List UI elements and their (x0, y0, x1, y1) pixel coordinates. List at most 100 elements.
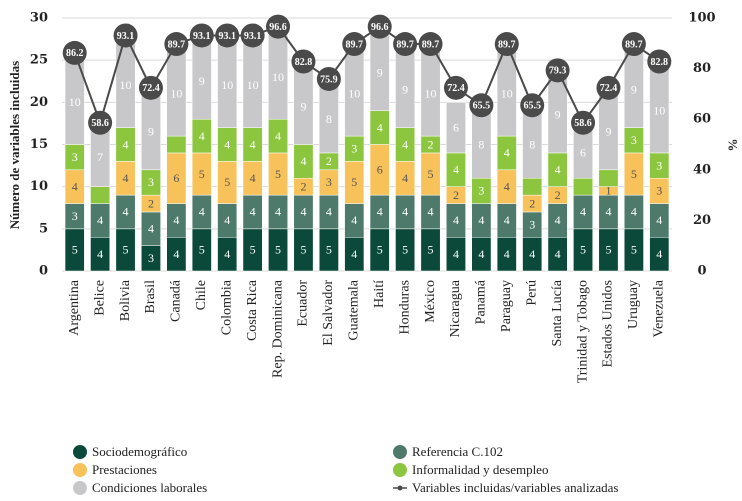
segment-label: 10 (272, 70, 284, 84)
line-point (189, 23, 214, 48)
y2-tick-label: 40 (693, 162, 711, 177)
segment-label: 10 (170, 87, 182, 101)
x-tick-label: Haití (372, 280, 387, 308)
segment-label: 4 (555, 163, 561, 177)
line-point (342, 32, 367, 57)
segment-label: 9 (555, 108, 561, 122)
segment-label: 4 (97, 213, 103, 227)
x-tick-label: El Salvador (321, 280, 336, 346)
segment-label: 4 (173, 213, 179, 227)
segment-label: 8 (529, 137, 535, 151)
segment-label: 4 (428, 205, 434, 219)
segment-label: 4 (402, 137, 408, 151)
segment-label: 4 (504, 146, 510, 160)
segment-label: 6 (173, 171, 179, 185)
point-label: 72.4 (600, 83, 618, 94)
point-label: 72.4 (447, 83, 465, 94)
segment-label: 5 (123, 243, 129, 257)
segment-label: 4 (123, 137, 129, 151)
y2-tick-label: 60 (693, 112, 711, 127)
point-label: 89.7 (625, 39, 643, 50)
segment-label: 7 (97, 150, 103, 164)
line-point (291, 49, 316, 74)
x-tick-label: Bolivia (118, 279, 133, 321)
x-tick-label: Trinidad y Tobago (575, 280, 590, 383)
segment-label: 6 (453, 120, 459, 134)
segment-label: 10 (247, 78, 259, 92)
segment-label: 4 (351, 213, 357, 227)
segment-label: 3 (478, 184, 484, 198)
point-label: 89.7 (396, 39, 414, 50)
legend-label: Informalidad y desempleo (412, 462, 548, 477)
segment-label: 4 (377, 205, 383, 219)
y2-tick-label: 100 (688, 11, 715, 26)
point-label: 96.6 (269, 22, 287, 33)
segment-label: 4 (351, 247, 357, 261)
point-label: 93.1 (117, 31, 135, 42)
segment-label: 5 (199, 243, 205, 257)
segment-label: 5 (199, 167, 205, 181)
segment-label: 4 (631, 205, 637, 219)
legend-label: Prestaciones (92, 462, 157, 477)
segment-label: 3 (656, 158, 662, 172)
segment-label: 4 (275, 205, 281, 219)
x-tick-label: Argentina (67, 279, 82, 336)
legend-marker (73, 481, 87, 495)
bar-segment (573, 177, 593, 196)
segment-label: 4 (224, 213, 230, 227)
segment-label: 4 (453, 163, 459, 177)
segment-label: 3 (656, 184, 662, 198)
segment-label: 10 (348, 87, 360, 101)
point-label: 58.6 (91, 118, 109, 129)
line-point (138, 75, 163, 100)
segment-label: 1 (605, 184, 611, 198)
segment-label: 4 (453, 213, 459, 227)
line-point (367, 14, 392, 39)
point-label: 89.7 (346, 39, 364, 50)
segment-label: 4 (199, 129, 205, 143)
segment-label: 3 (148, 175, 154, 189)
segment-label: 3 (72, 150, 78, 164)
segment-label: 4 (656, 247, 662, 261)
x-tick-label: Panamá (474, 279, 489, 324)
segment-label: 4 (504, 179, 510, 193)
y-axis-label: Número de variables incluidas (7, 61, 22, 229)
x-tick-label: Estados Unidos (601, 280, 616, 368)
y-tick-label: 5 (39, 221, 48, 236)
segment-label: 4 (555, 213, 561, 227)
segment-label: 2 (148, 196, 154, 210)
segment-label: 5 (377, 243, 383, 257)
segment-label: 4 (97, 247, 103, 261)
point-label: 89.7 (498, 39, 516, 50)
segment-label: 9 (605, 125, 611, 139)
x-tick-label: Paraguay (499, 280, 514, 332)
y-tick-label: 20 (30, 95, 48, 110)
segment-label: 8 (326, 112, 332, 126)
line-point (621, 32, 646, 57)
x-tick-label: Canadá (169, 279, 184, 322)
line-point (316, 66, 341, 91)
segment-label: 9 (377, 66, 383, 80)
point-label: 93.1 (193, 31, 211, 42)
line-point (418, 32, 443, 57)
segment-label: 5 (402, 243, 408, 257)
segment-label: 2 (529, 196, 535, 210)
legend-marker (397, 485, 403, 491)
segment-label: 5 (631, 167, 637, 181)
x-tick-label: Uruguay (626, 280, 641, 329)
x-tick-label: Guatemala (347, 279, 362, 340)
segment-label: 4 (555, 247, 561, 261)
segment-label: 4 (478, 247, 484, 261)
line-point (469, 93, 494, 118)
segment-label: 5 (72, 243, 78, 257)
segment-label: 9 (631, 82, 637, 96)
segment-label: 5 (326, 243, 332, 257)
line-point (443, 75, 468, 100)
segment-label: 5 (428, 243, 434, 257)
bar-segment (166, 135, 187, 154)
line-point (647, 49, 672, 74)
line-point (494, 32, 519, 57)
point-label: 82.8 (651, 57, 669, 68)
line-point (62, 40, 87, 65)
legend-marker (73, 445, 87, 459)
